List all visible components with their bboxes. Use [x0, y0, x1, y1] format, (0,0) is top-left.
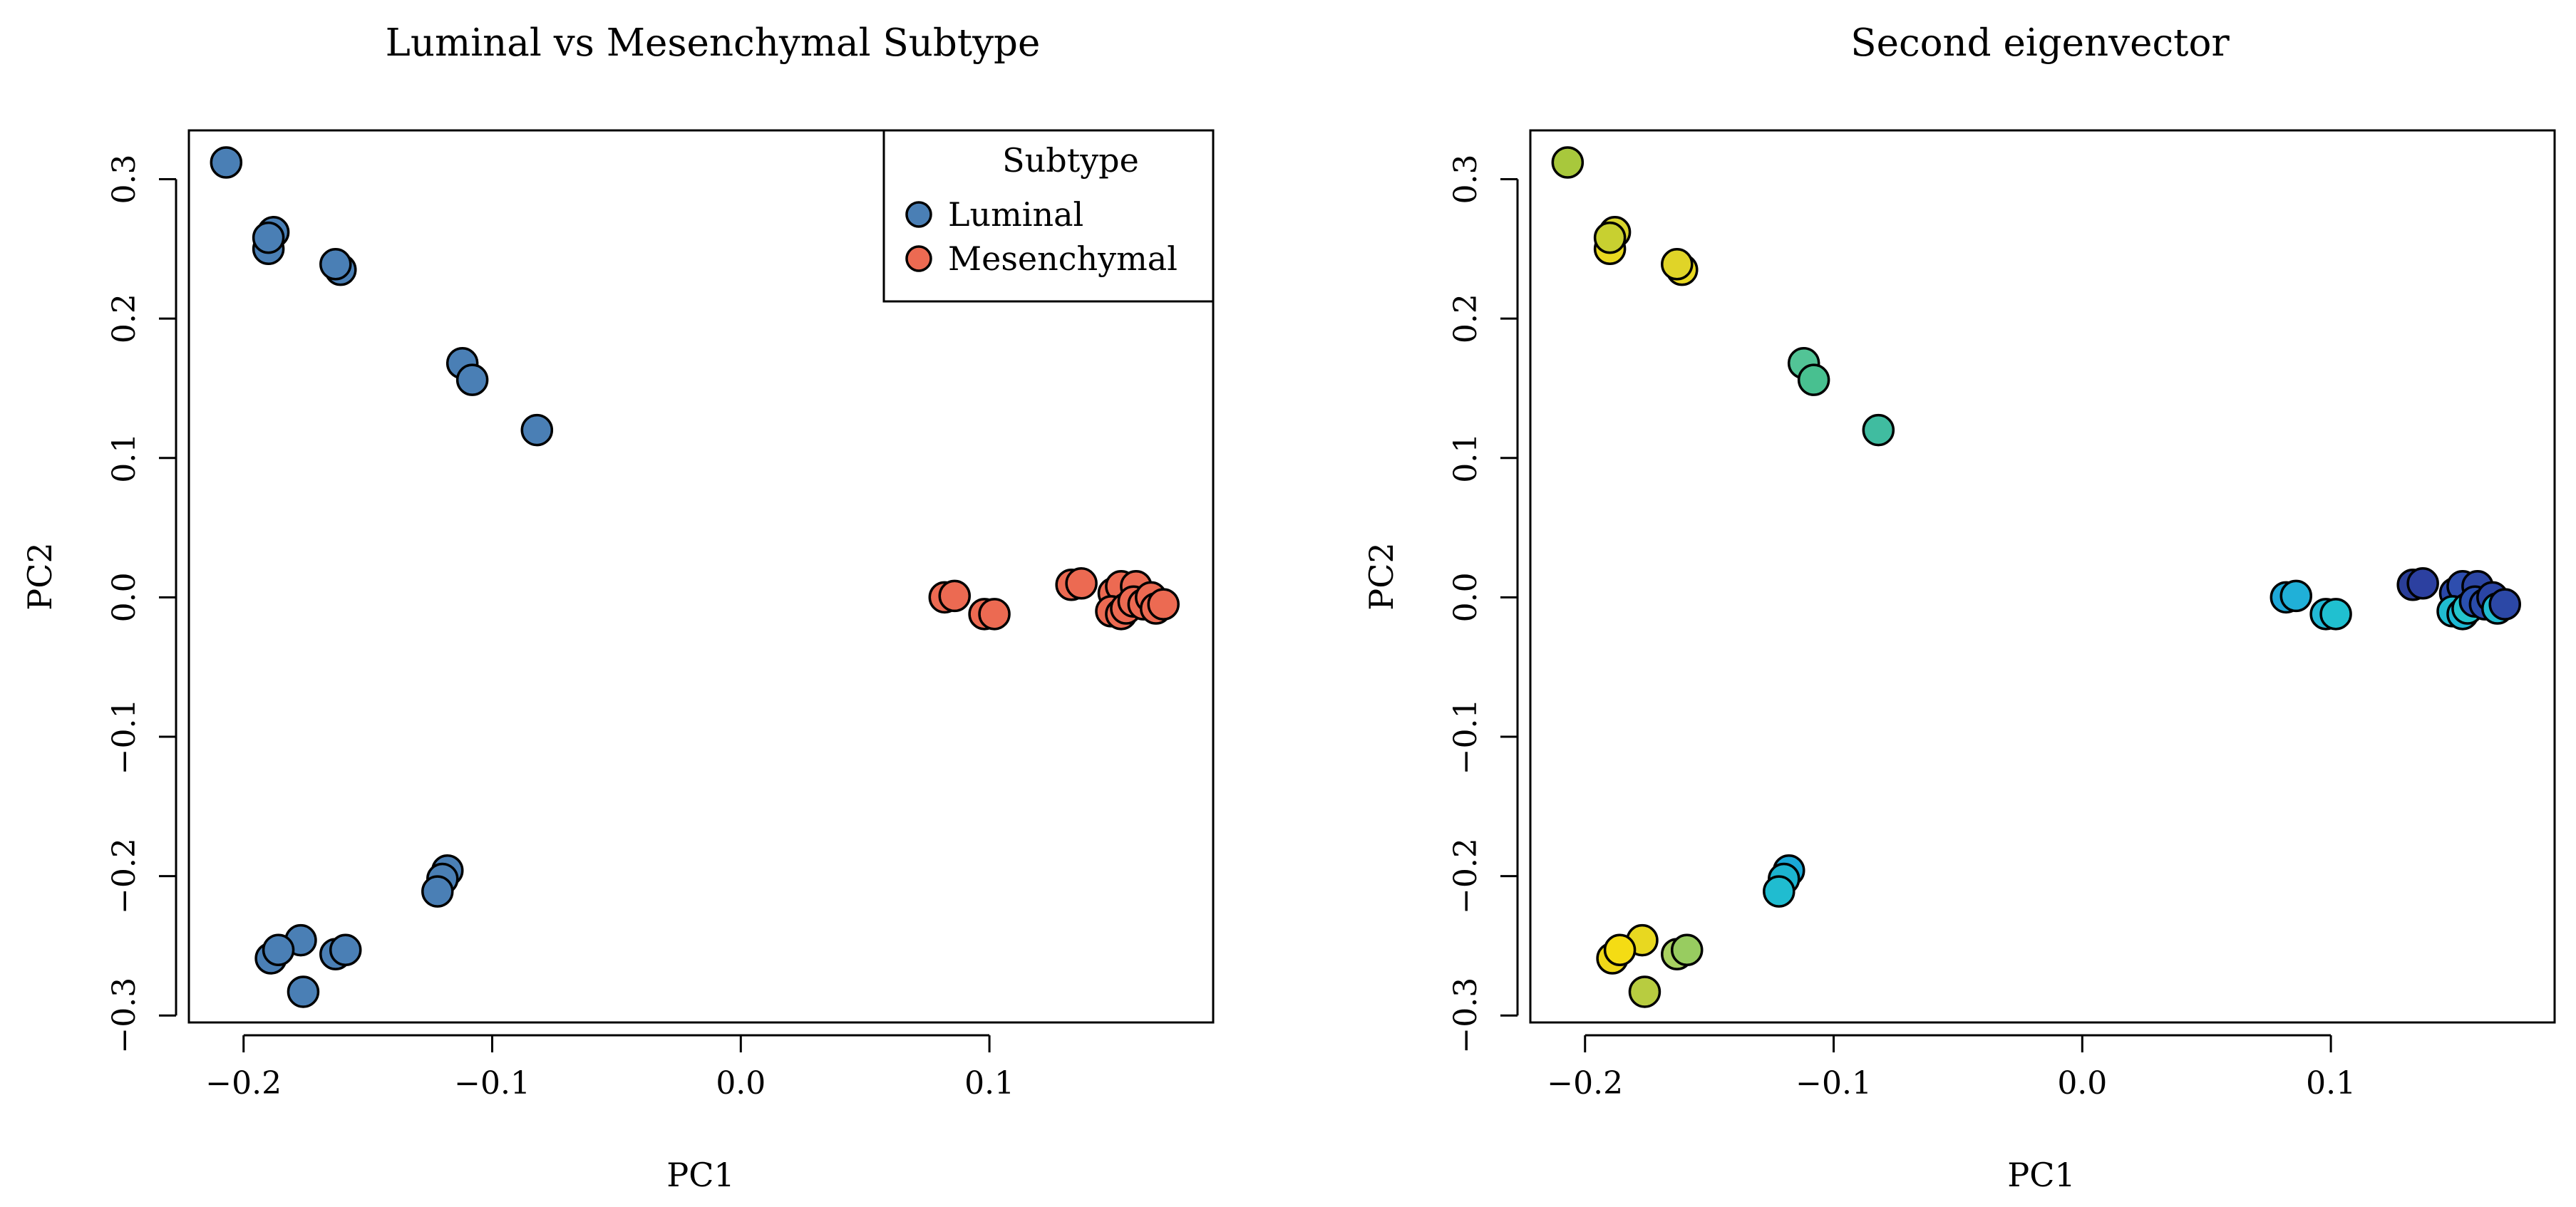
legend-frame	[882, 129, 1215, 303]
data-points	[210, 146, 1180, 1008]
legend-title: Subtype	[1002, 141, 1139, 180]
legend-label-mesenchymal: Mesenchymal	[948, 239, 1178, 278]
plot-frame	[187, 129, 1215, 1024]
x-axis: −0.2 −0.1 0.0 0.1	[205, 1034, 1014, 1102]
data-point	[2319, 598, 2352, 631]
data-point	[1661, 248, 1694, 281]
data-point	[262, 933, 295, 967]
y-tick-label: 0.3	[1448, 154, 1484, 204]
data-point	[978, 598, 1011, 631]
y-tick-label: 0.2	[106, 294, 143, 343]
x-tick-label: −0.1	[454, 1065, 530, 1102]
y-tick-label: −0.3	[106, 978, 143, 1054]
legend-marker-mesenchymal	[905, 245, 932, 272]
x-tick-label: −0.2	[1547, 1065, 1623, 1102]
y-tick-label: 0.0	[1448, 572, 1484, 622]
x-axis-label: PC1	[666, 1156, 734, 1194]
legend: Subtype Luminal Mesenchymal	[882, 129, 1215, 303]
data-point	[2488, 588, 2521, 621]
x-tick-label: 0.1	[2306, 1065, 2356, 1102]
data-point	[287, 975, 320, 1008]
y-tick-label: 0.1	[1448, 433, 1484, 483]
y-tick-label: 0.3	[106, 154, 143, 204]
legend-marker-luminal	[905, 201, 932, 228]
legend-label-luminal: Luminal	[948, 195, 1083, 234]
x-tick-label: −0.1	[1796, 1065, 1872, 1102]
data-points	[1551, 146, 2521, 1008]
x-axis-label: PC1	[2007, 1156, 2075, 1194]
y-axis: −0.3 −0.2 −0.1 0.0 0.1 0.2 0.3	[1448, 154, 1519, 1054]
x-axis: −0.2 −0.1 0.0 0.1	[1547, 1034, 2356, 1102]
chart-title: Second eigenvector	[1850, 21, 2230, 65]
y-tick-label: −0.3	[1448, 978, 1484, 1054]
x-tick-label: 0.1	[964, 1065, 1014, 1102]
data-point	[1147, 588, 1180, 621]
y-tick-label: 0.1	[106, 433, 143, 483]
x-tick-label: 0.0	[2057, 1065, 2107, 1102]
data-point	[1603, 933, 1637, 967]
data-point	[421, 875, 454, 908]
data-point	[2406, 567, 2439, 600]
y-tick-label: 0.2	[1448, 294, 1484, 343]
data-point	[1797, 363, 1830, 396]
x-tick-label: −0.2	[205, 1065, 282, 1102]
data-point	[1862, 413, 1895, 447]
data-point	[210, 146, 243, 179]
y-axis-label: PC2	[21, 542, 59, 610]
data-point	[319, 248, 352, 281]
chart-title: Luminal vs Mesenchymal Subtype	[386, 21, 1041, 65]
y-tick-label: −0.1	[1448, 699, 1484, 775]
data-point	[2279, 579, 2313, 613]
data-point	[520, 413, 554, 447]
data-point	[1551, 146, 1585, 179]
data-point	[938, 579, 972, 613]
data-point	[252, 221, 285, 254]
y-axis: −0.3 −0.2 −0.1 0.0 0.1 0.2 0.3	[106, 154, 177, 1054]
y-tick-label: −0.1	[106, 699, 143, 775]
plot-frame	[1529, 129, 2556, 1024]
data-point	[455, 363, 489, 396]
data-point	[1065, 567, 1098, 600]
y-tick-label: 0.0	[106, 572, 143, 622]
data-point	[1628, 975, 1661, 1008]
data-point	[329, 933, 362, 967]
data-point	[1670, 933, 1704, 967]
x-tick-label: 0.0	[716, 1065, 766, 1102]
data-point	[1593, 221, 1627, 254]
y-tick-label: −0.2	[106, 838, 143, 914]
panel-luminal-vs-mesenchymal: Luminal vs Mesenchymal Subtype −0.2 −0.1 0…	[21, 21, 1215, 1194]
y-axis-label: PC2	[1362, 542, 1401, 610]
panel-second-eigenvector: Second eigenvector −0.2 −0.1 0.0 0.1 −0.3−0…	[1362, 21, 2556, 1194]
y-tick-label: −0.2	[1448, 838, 1484, 914]
data-point	[1763, 875, 1796, 908]
